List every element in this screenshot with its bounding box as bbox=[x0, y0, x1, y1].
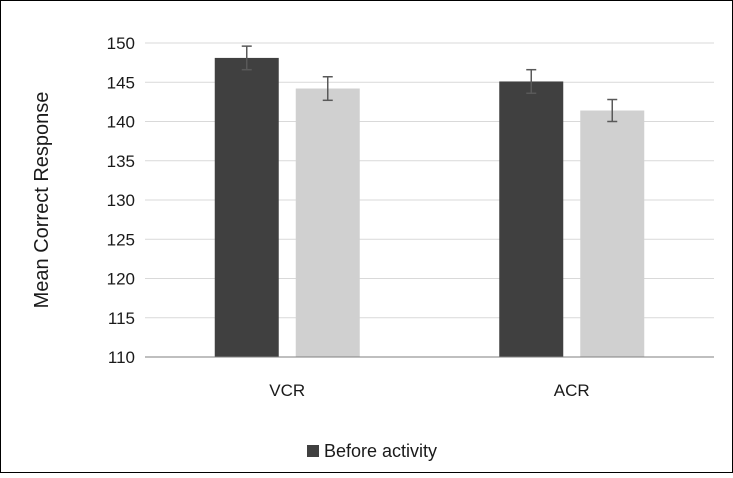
x-tick-label: VCR bbox=[269, 381, 305, 400]
bar bbox=[295, 88, 360, 357]
y-tick-label: 120 bbox=[107, 270, 135, 289]
y-tick-label: 150 bbox=[107, 34, 135, 53]
y-tick-label: 135 bbox=[107, 152, 135, 171]
legend-swatch bbox=[307, 445, 319, 457]
bar bbox=[499, 81, 564, 357]
y-tick-label: 130 bbox=[107, 191, 135, 210]
x-tick-labels: VCR ACR bbox=[269, 381, 589, 400]
y-axis-label: Mean Correct Response bbox=[31, 92, 53, 309]
y-tick-label: 145 bbox=[107, 73, 135, 92]
legend-label: Before activity bbox=[324, 441, 437, 461]
y-tick-label: 115 bbox=[108, 309, 135, 328]
bars bbox=[214, 57, 645, 357]
bar bbox=[580, 110, 645, 357]
bar bbox=[214, 57, 279, 357]
x-tick-label: ACR bbox=[554, 381, 590, 400]
y-tick-label: 125 bbox=[107, 230, 135, 249]
error-bars bbox=[241, 45, 618, 123]
legend: Before activity bbox=[307, 441, 437, 461]
y-tick-labels: 110 115 120 125 130 135 140 145 150 bbox=[107, 34, 135, 367]
y-tick-label: 110 bbox=[108, 348, 135, 367]
y-tick-label: 140 bbox=[107, 113, 135, 132]
